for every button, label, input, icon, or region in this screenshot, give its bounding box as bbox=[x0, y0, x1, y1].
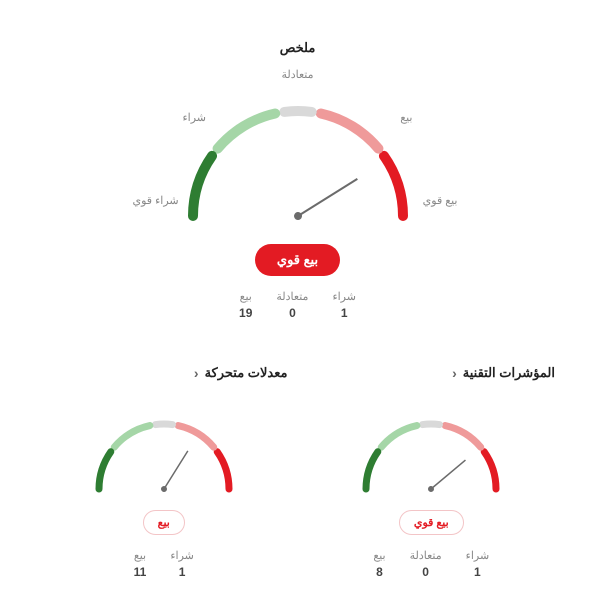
scale-sell: بيع bbox=[400, 111, 412, 124]
technical-title-row[interactable]: المؤشرات التقنية ‹ bbox=[308, 365, 556, 381]
sub-panels-row: المؤشرات التقنية ‹ بيع قوي bbox=[20, 365, 575, 579]
ma-stat-sell-label: بيع bbox=[134, 549, 147, 562]
summary-verdict: بيع قوي bbox=[255, 244, 340, 276]
ma-stat-buy-value: 1 bbox=[170, 565, 194, 579]
summary-panel: ملخص بيع قوي بيع متعادلة شراء شراء قوي bbox=[20, 20, 575, 345]
technical-panel: المؤشرات التقنية ‹ بيع قوي bbox=[308, 365, 556, 579]
technical-verdict: بيع قوي bbox=[399, 510, 464, 535]
ma-stat-sell: بيع 11 bbox=[134, 549, 147, 579]
moving-avg-title-row[interactable]: معدلات متحركة ‹ bbox=[40, 365, 288, 381]
moving-avg-stats: شراء 1 بيع 11 bbox=[40, 549, 288, 579]
moving-avg-verdict: بيع bbox=[143, 510, 185, 535]
ma-stat-sell-value: 11 bbox=[134, 565, 147, 579]
chevron-left-icon: ‹ bbox=[452, 365, 457, 381]
stat-buy-label: شراء bbox=[332, 290, 356, 303]
tech-stat-buy: شراء 1 bbox=[466, 549, 490, 579]
tech-stat-sell: بيع 8 bbox=[373, 549, 385, 579]
stat-sell-value: 19 bbox=[239, 306, 252, 320]
stat-buy: شراء 1 bbox=[332, 290, 356, 320]
tech-stat-sell-value: 8 bbox=[373, 565, 385, 579]
technical-stats: شراء 1 متعادلة 0 بيع 8 bbox=[308, 549, 556, 579]
stat-buy-value: 1 bbox=[332, 306, 356, 320]
stat-sell-label: بيع bbox=[239, 290, 252, 303]
summary-title: ملخص bbox=[20, 40, 575, 56]
moving-avg-title: معدلات متحركة bbox=[205, 365, 288, 381]
scale-buy: شراء bbox=[183, 111, 207, 124]
chevron-left-icon: ‹ bbox=[194, 365, 199, 381]
moving-avg-gauge-svg bbox=[74, 399, 254, 499]
tech-stat-neutral-value: 0 bbox=[410, 565, 442, 579]
scale-strong-sell: بيع قوي bbox=[423, 194, 458, 207]
stat-neutral: متعادلة 0 bbox=[276, 290, 308, 320]
summary-gauge-svg bbox=[148, 76, 448, 231]
scale-neutral: متعادلة bbox=[281, 68, 313, 81]
summary-gauge: بيع قوي بيع متعادلة شراء شراء قوي bbox=[148, 76, 448, 236]
ma-stat-buy: شراء 1 bbox=[170, 549, 194, 579]
stat-neutral-value: 0 bbox=[276, 306, 308, 320]
tech-stat-buy-value: 1 bbox=[466, 565, 490, 579]
tech-stat-neutral: متعادلة 0 bbox=[410, 549, 442, 579]
technical-title: المؤشرات التقنية bbox=[463, 365, 555, 381]
technical-gauge bbox=[341, 399, 521, 504]
tech-stat-sell-label: بيع bbox=[373, 549, 385, 562]
technical-gauge-svg bbox=[341, 399, 521, 499]
scale-strong-buy: شراء قوي bbox=[133, 194, 179, 207]
moving-avg-panel: معدلات متحركة ‹ بيع bbox=[40, 365, 288, 579]
stat-sell: بيع 19 bbox=[239, 290, 252, 320]
tech-stat-buy-label: شراء bbox=[466, 549, 490, 562]
ma-stat-buy-label: شراء bbox=[170, 549, 194, 562]
tech-stat-neutral-label: متعادلة bbox=[410, 549, 442, 562]
moving-avg-gauge bbox=[74, 399, 254, 504]
summary-stats: شراء 1 متعادلة 0 بيع 19 bbox=[20, 290, 575, 320]
stat-neutral-label: متعادلة bbox=[276, 290, 308, 303]
